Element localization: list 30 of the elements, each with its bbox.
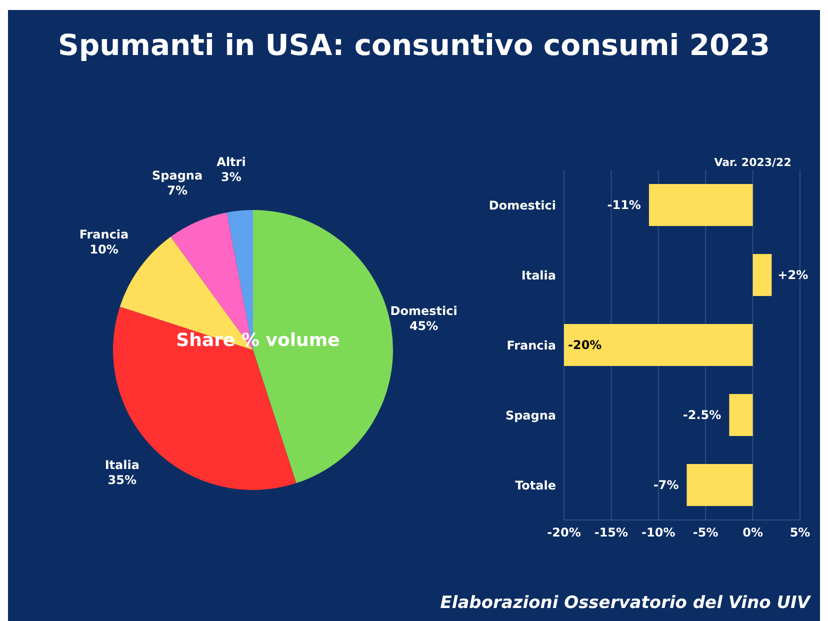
data-label: -20% <box>568 338 602 352</box>
y-tick-label: Spagna <box>505 408 556 422</box>
data-label: 10% <box>90 242 118 256</box>
data-label: 35% <box>108 472 136 487</box>
x-tick-label: -5% <box>692 526 718 540</box>
data-label: -7% <box>653 478 679 492</box>
data-label: -2.5% <box>682 408 722 422</box>
data-label: +2% <box>778 268 808 282</box>
data-label: 3% <box>221 170 242 184</box>
x-tick-label: 5% <box>790 526 810 540</box>
data-label: -11% <box>607 198 641 212</box>
y-tick-label: Domestici <box>488 198 556 212</box>
x-tick-label: -20% <box>547 526 581 540</box>
chart-title: Spumanti in USA: consuntivo consumi 2023 <box>56 28 772 62</box>
x-tick-label: -15% <box>594 526 628 540</box>
chart-title: Var. 2023/22 <box>713 156 792 169</box>
x-tick-label: 0% <box>742 526 763 540</box>
text: Share % volume <box>175 330 341 351</box>
y-tick-label: Italia <box>521 268 556 282</box>
y-tick-label: Totale <box>515 478 556 492</box>
x-tick-label: -10% <box>642 526 676 540</box>
slice-label: Spagna <box>152 168 203 183</box>
data-label: 45% <box>409 319 438 334</box>
data-label: 7% <box>167 184 188 198</box>
text: Elaborazioni Osservatorio del Vino UIV <box>440 593 810 613</box>
slice-label: Altri <box>216 154 246 169</box>
slice-label: Domestici <box>390 304 458 318</box>
slice-label: Francia <box>79 227 129 242</box>
y-tick-label: Francia <box>506 338 556 352</box>
slice-label: Italia <box>104 458 140 472</box>
